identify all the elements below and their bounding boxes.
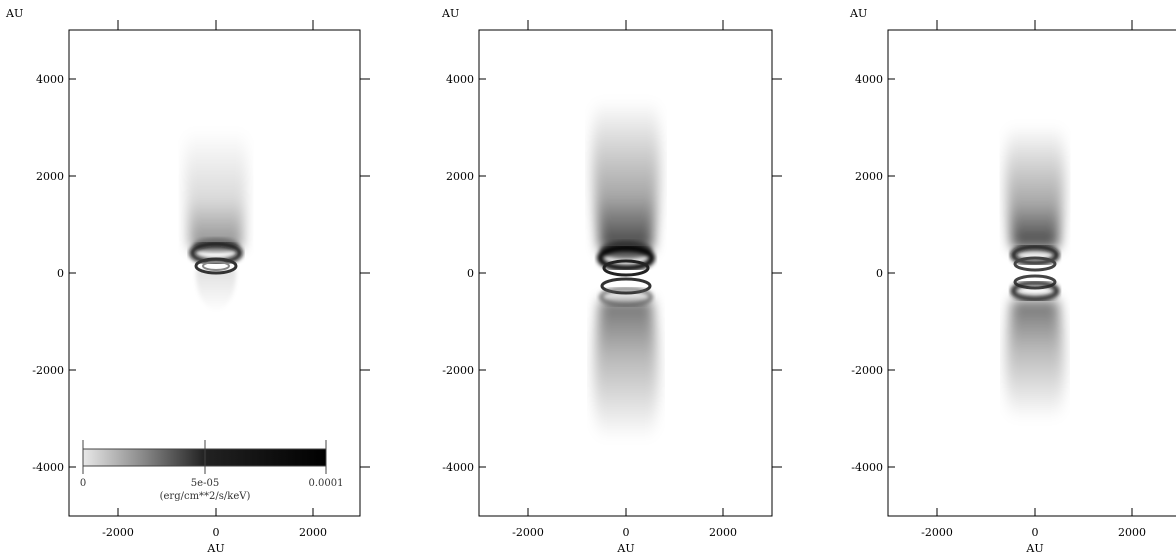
x-tick-label: 2000 <box>299 526 327 539</box>
panel-left: AU 4000 <box>5 7 370 555</box>
right-ticks <box>772 78 782 468</box>
bottom-ticks <box>527 508 724 516</box>
y-unit-label: AU <box>849 7 867 20</box>
panel-right: AU 4000 2000 0 -2000 -4000 -2000 <box>849 7 1176 555</box>
x-tick-label: 0 <box>213 526 220 539</box>
top-ticks <box>936 20 1133 30</box>
y-unit-label: AU <box>441 7 459 20</box>
colorbar-max-label: 0.0001 <box>309 478 344 489</box>
x-tick-label: -2000 <box>921 526 953 539</box>
x-tick-labels: -2000 0 2000 <box>102 526 327 539</box>
bottom-ticks <box>117 508 314 516</box>
y-tick-label: 0 <box>876 267 883 280</box>
x-unit-label: AU <box>1025 542 1043 555</box>
y-tick-labels: 4000 2000 0 -2000 -4000 <box>851 73 883 474</box>
x-tick-label: 2000 <box>709 526 737 539</box>
y-tick-label: -4000 <box>851 461 883 474</box>
y-tick-label: -2000 <box>32 364 64 377</box>
left-ticks <box>479 78 486 468</box>
x-tick-label: 0 <box>623 526 630 539</box>
x-tick-labels: -2000 0 2000 <box>512 526 737 539</box>
y-tick-labels: 4000 2000 0 -2000 -4000 <box>32 73 64 474</box>
emission-image <box>1005 125 1065 420</box>
x-tick-label: -2000 <box>102 526 134 539</box>
x-tick-label: 0 <box>1032 526 1039 539</box>
y-unit-label: AU <box>5 7 23 20</box>
top-ticks <box>117 20 314 30</box>
y-tick-label: -4000 <box>442 461 474 474</box>
colorbar: 0 5e-05 0.0001 (erg/cm**2/s/keV) <box>80 440 344 502</box>
y-tick-label: -2000 <box>442 364 474 377</box>
y-tick-label: 2000 <box>855 170 883 183</box>
emission-image <box>592 100 660 440</box>
left-ticks <box>69 78 76 468</box>
top-ticks <box>527 20 724 30</box>
x-unit-label: AU <box>616 542 634 555</box>
y-tick-label: 2000 <box>36 170 64 183</box>
emission-image <box>184 130 248 312</box>
panel-middle: AU 4000 2000 0 <box>441 7 782 555</box>
y-tick-label: 0 <box>467 267 474 280</box>
y-tick-label: 4000 <box>855 73 883 86</box>
colorbar-mid-label: 5e-05 <box>191 478 219 489</box>
colorbar-units: (erg/cm**2/s/keV) <box>160 491 251 502</box>
colorbar-min-label: 0 <box>80 478 86 489</box>
left-ticks <box>888 78 895 468</box>
y-tick-label: 4000 <box>446 73 474 86</box>
y-tick-label: -4000 <box>32 461 64 474</box>
y-tick-labels: 4000 2000 0 -2000 -4000 <box>442 73 474 474</box>
y-tick-label: 0 <box>57 267 64 280</box>
plot-frame <box>887 29 1176 517</box>
y-tick-label: 2000 <box>446 170 474 183</box>
y-tick-label: 4000 <box>36 73 64 86</box>
y-tick-label: -2000 <box>851 364 883 377</box>
bottom-ticks <box>936 508 1133 516</box>
right-ticks <box>360 78 370 468</box>
x-unit-label: AU <box>206 542 224 555</box>
x-tick-label: 2000 <box>1118 526 1146 539</box>
x-tick-label: -2000 <box>512 526 544 539</box>
x-tick-labels: -2000 0 2000 <box>921 526 1146 539</box>
